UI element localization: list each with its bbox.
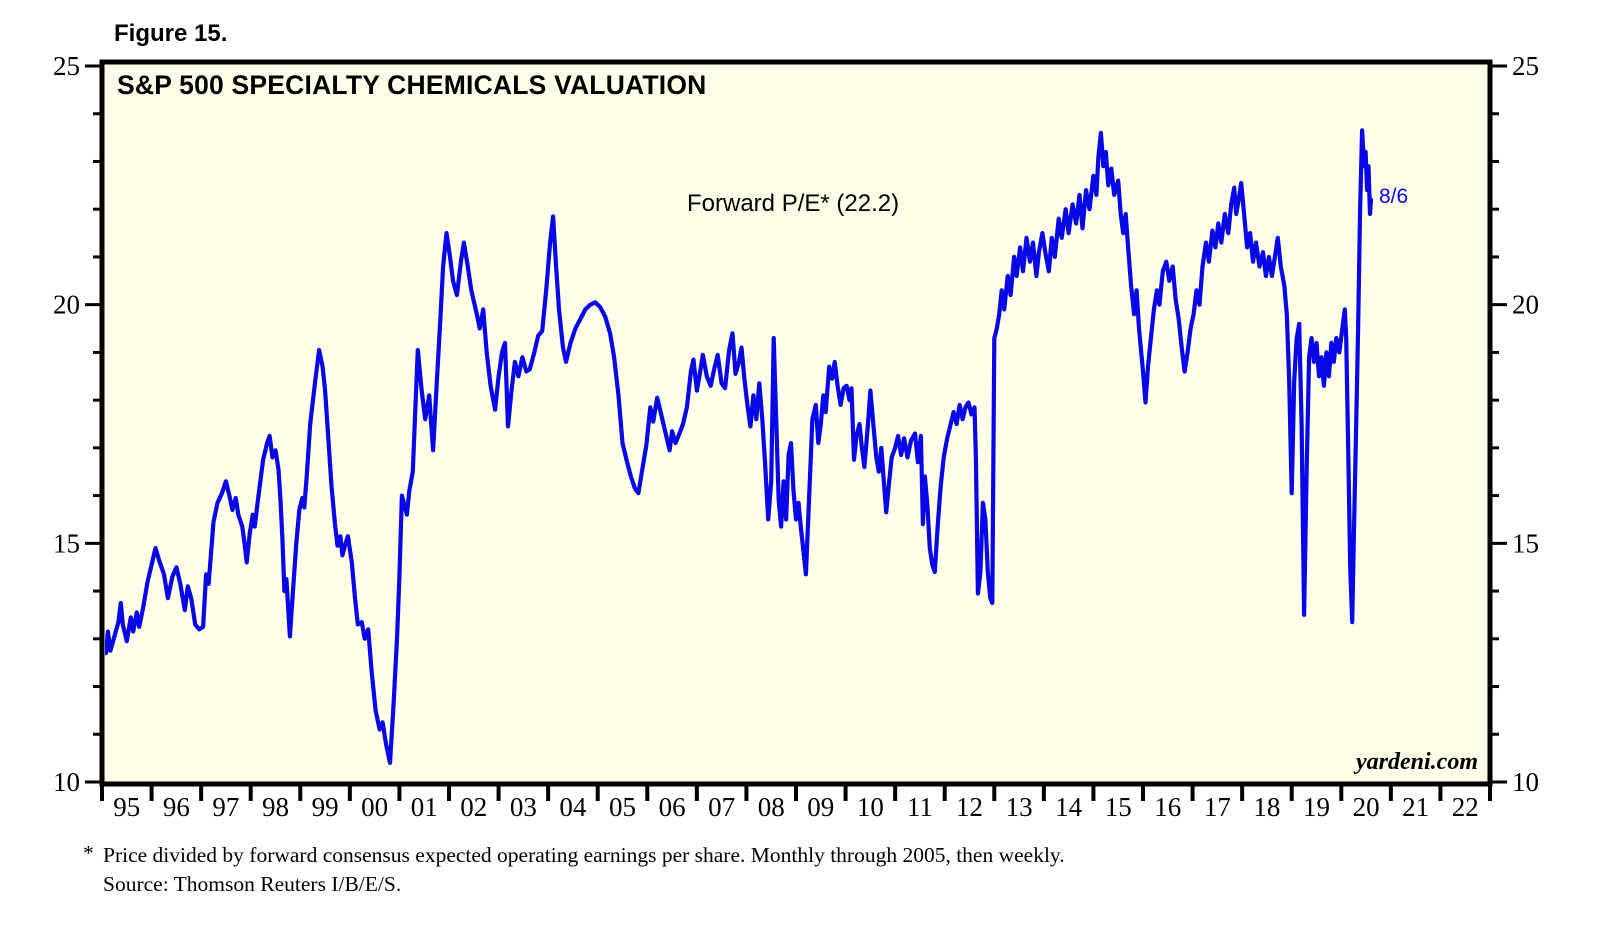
x-axis-label: 96: [163, 792, 190, 822]
figure-label: Figure 15.: [114, 20, 228, 47]
y-axis-label-right: 20: [1512, 290, 1539, 320]
x-axis-label: 08: [758, 792, 785, 822]
x-axis-label: 10: [857, 792, 884, 822]
x-axis-label: 95: [113, 792, 140, 822]
watermark-yardeni: yardeni.com: [1356, 749, 1478, 775]
x-axis-label: 19: [1303, 792, 1330, 822]
y-axis-label-right: 15: [1512, 528, 1539, 558]
chart-title: S&P 500 SPECIALTY CHEMICALS VALUATION: [117, 70, 707, 100]
footnote-text: Price divided by forward consensus expec…: [103, 841, 1065, 898]
x-axis-label: 18: [1253, 792, 1280, 822]
footnote-marker: *: [83, 841, 94, 865]
x-axis-label: 07: [708, 792, 735, 822]
x-axis-label: 12: [956, 792, 983, 822]
y-axis-label-left: 20: [53, 290, 80, 320]
x-axis-label: 02: [460, 792, 487, 822]
x-axis-label: 09: [807, 792, 834, 822]
footnote-line2: Source: Thomson Reuters I/B/E/S.: [103, 871, 402, 896]
footnote: * Price divided by forward consensus exp…: [83, 841, 1065, 898]
plot-area: [102, 62, 1490, 784]
y-axis-label-right: 25: [1512, 51, 1539, 81]
x-axis-label: 04: [559, 792, 587, 822]
x-axis-label: 98: [262, 792, 289, 822]
x-axis-label: 13: [1006, 792, 1033, 822]
latest-date-label: 8/6: [1379, 185, 1409, 208]
x-axis-label: 03: [510, 792, 537, 822]
x-axis-label: 17: [1204, 792, 1231, 822]
y-axis-label-left: 25: [53, 51, 80, 81]
x-axis-label: 01: [411, 792, 438, 822]
x-axis-label: 05: [609, 792, 636, 822]
x-axis-label: 11: [907, 792, 933, 822]
x-axis-label: 20: [1353, 792, 1380, 822]
x-axis-label: 00: [361, 792, 388, 822]
forward-pe-line: [105, 128, 1374, 765]
series-annotation: Forward P/E* (22.2): [687, 190, 900, 217]
plot-frame: [99, 59, 1493, 787]
x-axis-label: 14: [1055, 792, 1083, 822]
y-axis-label-right: 10: [1512, 767, 1539, 797]
x-axis-label: 21: [1402, 792, 1429, 822]
y-axis-label-left: 10: [53, 767, 80, 797]
x-axis-label: 22: [1452, 792, 1479, 822]
x-axis-label: 16: [1154, 792, 1181, 822]
x-axis-label: 97: [212, 792, 239, 822]
footnote-line1: Price divided by forward consensus expec…: [103, 843, 1065, 867]
y-axis-label-left: 15: [53, 528, 80, 558]
x-axis-label: 06: [659, 792, 686, 822]
x-axis-label: 99: [312, 792, 339, 822]
x-axis-label: 15: [1105, 792, 1132, 822]
